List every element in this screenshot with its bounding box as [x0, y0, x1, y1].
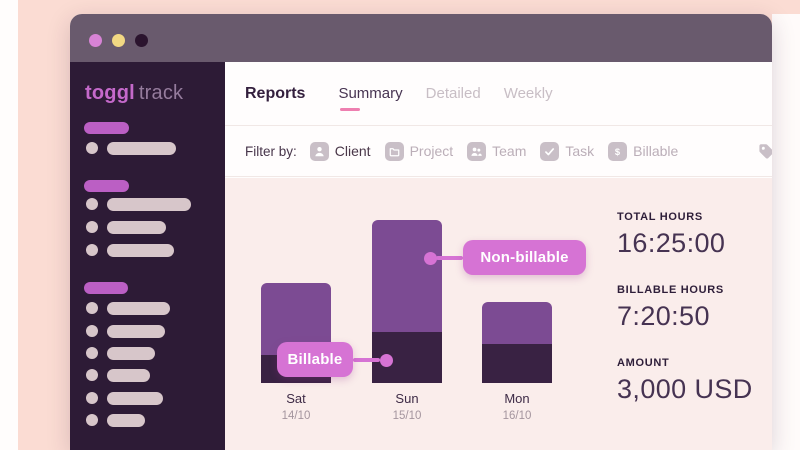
filter-item-client[interactable]: Client — [309, 141, 371, 161]
reports-header: Reports Summary Detailed Weekly — [225, 62, 772, 126]
task-icon — [540, 141, 560, 161]
sidebar-section-placeholder — [84, 122, 129, 134]
stat-value: 7:20:50 — [617, 301, 710, 331]
callout-dot — [423, 251, 437, 265]
stat-label: TOTAL HOURS — [617, 211, 703, 223]
sidebar-item-bullet — [86, 198, 98, 210]
filter-item-label: Billable — [633, 143, 679, 159]
tab-detailed[interactable]: Detailed — [425, 85, 481, 102]
window-dot-pink[interactable] — [89, 34, 102, 47]
segment-billable[interactable] — [482, 344, 552, 383]
sidebar-item-bullet — [86, 414, 98, 426]
summary-chart-area: TOTAL HOURS 16:25:00 BILLABLE HOURS 7:20:50… — [225, 178, 772, 450]
sidebar-item-placeholder[interactable] — [107, 325, 165, 338]
sidebar-item-bullet — [86, 392, 98, 404]
callout-connector — [436, 256, 463, 260]
callout-connector — [353, 358, 380, 362]
sidebar-item-bullet — [86, 302, 98, 314]
sidebar-item-bullet — [86, 347, 98, 359]
x-axis-day-label: Sun — [395, 391, 419, 406]
browser-window: toggl track Reports Summary Detailed Weekly… — [70, 14, 772, 450]
segment-non-billable[interactable] — [372, 220, 442, 332]
tab-summary[interactable]: Summary — [338, 85, 403, 111]
sidebar-item-bullet — [86, 325, 98, 337]
logo-track: track — [138, 82, 184, 104]
team-icon — [467, 141, 487, 161]
x-axis-date-label: 16/10 — [502, 410, 532, 422]
sidebar-item-placeholder[interactable] — [107, 302, 170, 315]
project-icon — [384, 141, 404, 161]
callout-non-billable[interactable]: Non-billable — [463, 240, 586, 275]
main-content: Reports Summary Detailed Weekly Filter by:… — [225, 62, 772, 450]
stat-label: BILLABLE HOURS — [617, 284, 724, 296]
report-tabs: Summary Detailed Weekly — [338, 85, 553, 111]
filter-by-label: Filter by: — [245, 143, 297, 159]
app-logo: toggl track — [85, 82, 183, 105]
filter-item-billable[interactable]: $ Billable — [608, 141, 679, 161]
window-dot-dark[interactable] — [135, 34, 148, 47]
sidebar-item-bullet — [86, 142, 98, 154]
callout-billable[interactable]: Billable — [277, 342, 353, 377]
sidebar-item-placeholder[interactable] — [107, 198, 191, 211]
stat-label: AMOUNT — [617, 357, 670, 369]
x-axis-day-label: Sat — [286, 391, 306, 406]
sidebar-item-bullet — [86, 221, 98, 233]
x-axis-date-label: 15/10 — [392, 410, 422, 422]
stat-value: 16:25:00 — [617, 228, 726, 258]
x-axis-date-label: 14/10 — [281, 410, 311, 422]
sidebar-section-placeholder — [84, 282, 128, 294]
sidebar-item-bullet — [86, 244, 98, 256]
window-dot-yellow[interactable] — [112, 34, 125, 47]
page-title: Reports — [245, 84, 306, 102]
sidebar-item-placeholder[interactable] — [107, 369, 150, 382]
sidebar-item-placeholder[interactable] — [107, 347, 155, 360]
summary-stats: TOTAL HOURS 16:25:00 BILLABLE HOURS 7:20:50… — [617, 211, 772, 430]
filter-item-task[interactable]: Task — [540, 141, 595, 161]
sidebar-item-placeholder[interactable] — [107, 392, 163, 405]
billable-icon: $ — [608, 141, 628, 161]
sidebar-item-placeholder[interactable] — [107, 221, 166, 234]
callout-dot — [379, 353, 393, 367]
svg-text:$: $ — [615, 146, 621, 156]
filter-item-project[interactable]: Project — [384, 141, 454, 161]
client-icon — [309, 141, 329, 161]
window-titlebar — [70, 14, 772, 62]
sidebar-section-placeholder — [84, 180, 129, 192]
filter-item-team[interactable]: Team — [467, 141, 527, 161]
filter-item-label: Team — [492, 143, 527, 159]
sidebar-item-placeholder[interactable] — [107, 244, 174, 257]
filter-item-label: Task — [565, 143, 595, 159]
sidebar-item-placeholder[interactable] — [107, 142, 176, 155]
filter-item-label: Client — [334, 143, 371, 159]
filter-bar: Filter by: Client Project Team Task $ Billabl… — [225, 126, 772, 177]
sidebar: toggl track — [70, 62, 225, 450]
background-right-column — [772, 14, 800, 450]
sidebar-item-placeholder[interactable] — [107, 414, 145, 427]
x-axis-day-label: Mon — [504, 391, 530, 406]
filter-item-tag[interactable] — [757, 142, 772, 161]
stat-value: 3,000 USD — [617, 374, 753, 404]
filter-item-label: Project — [409, 143, 454, 159]
segment-non-billable[interactable] — [482, 302, 552, 344]
logo-toggl: toggl — [85, 82, 135, 104]
sidebar-item-bullet — [86, 369, 98, 381]
tag-icon — [757, 142, 772, 161]
tab-weekly[interactable]: Weekly — [503, 85, 553, 102]
bar-mon[interactable] — [482, 302, 552, 383]
